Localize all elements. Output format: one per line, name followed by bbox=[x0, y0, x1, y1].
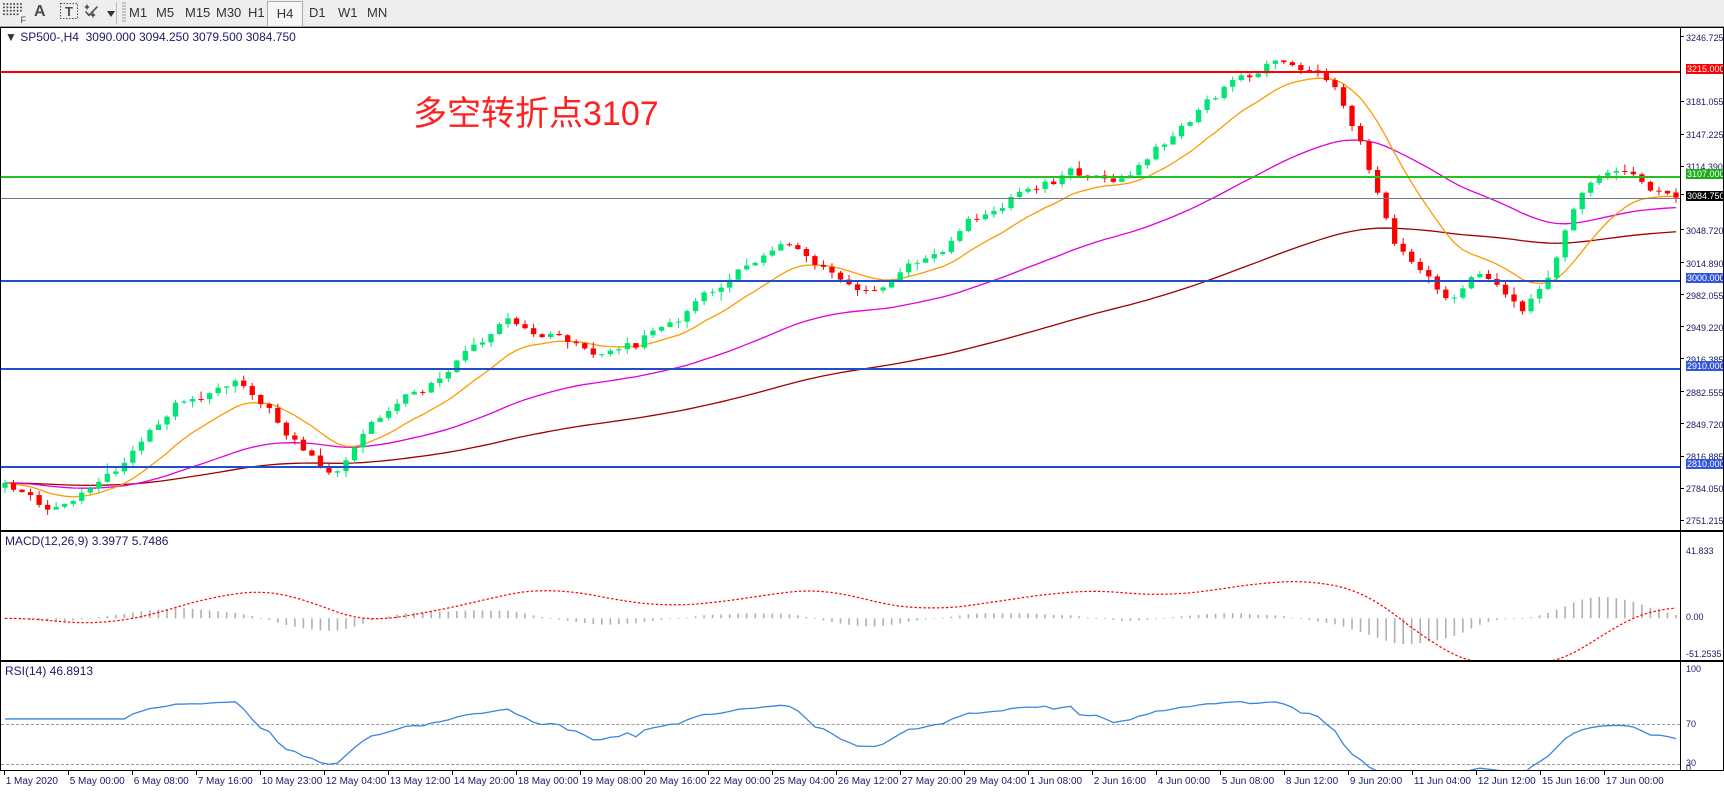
svg-text:F: F bbox=[21, 15, 27, 25]
svg-text:T: T bbox=[65, 4, 73, 19]
